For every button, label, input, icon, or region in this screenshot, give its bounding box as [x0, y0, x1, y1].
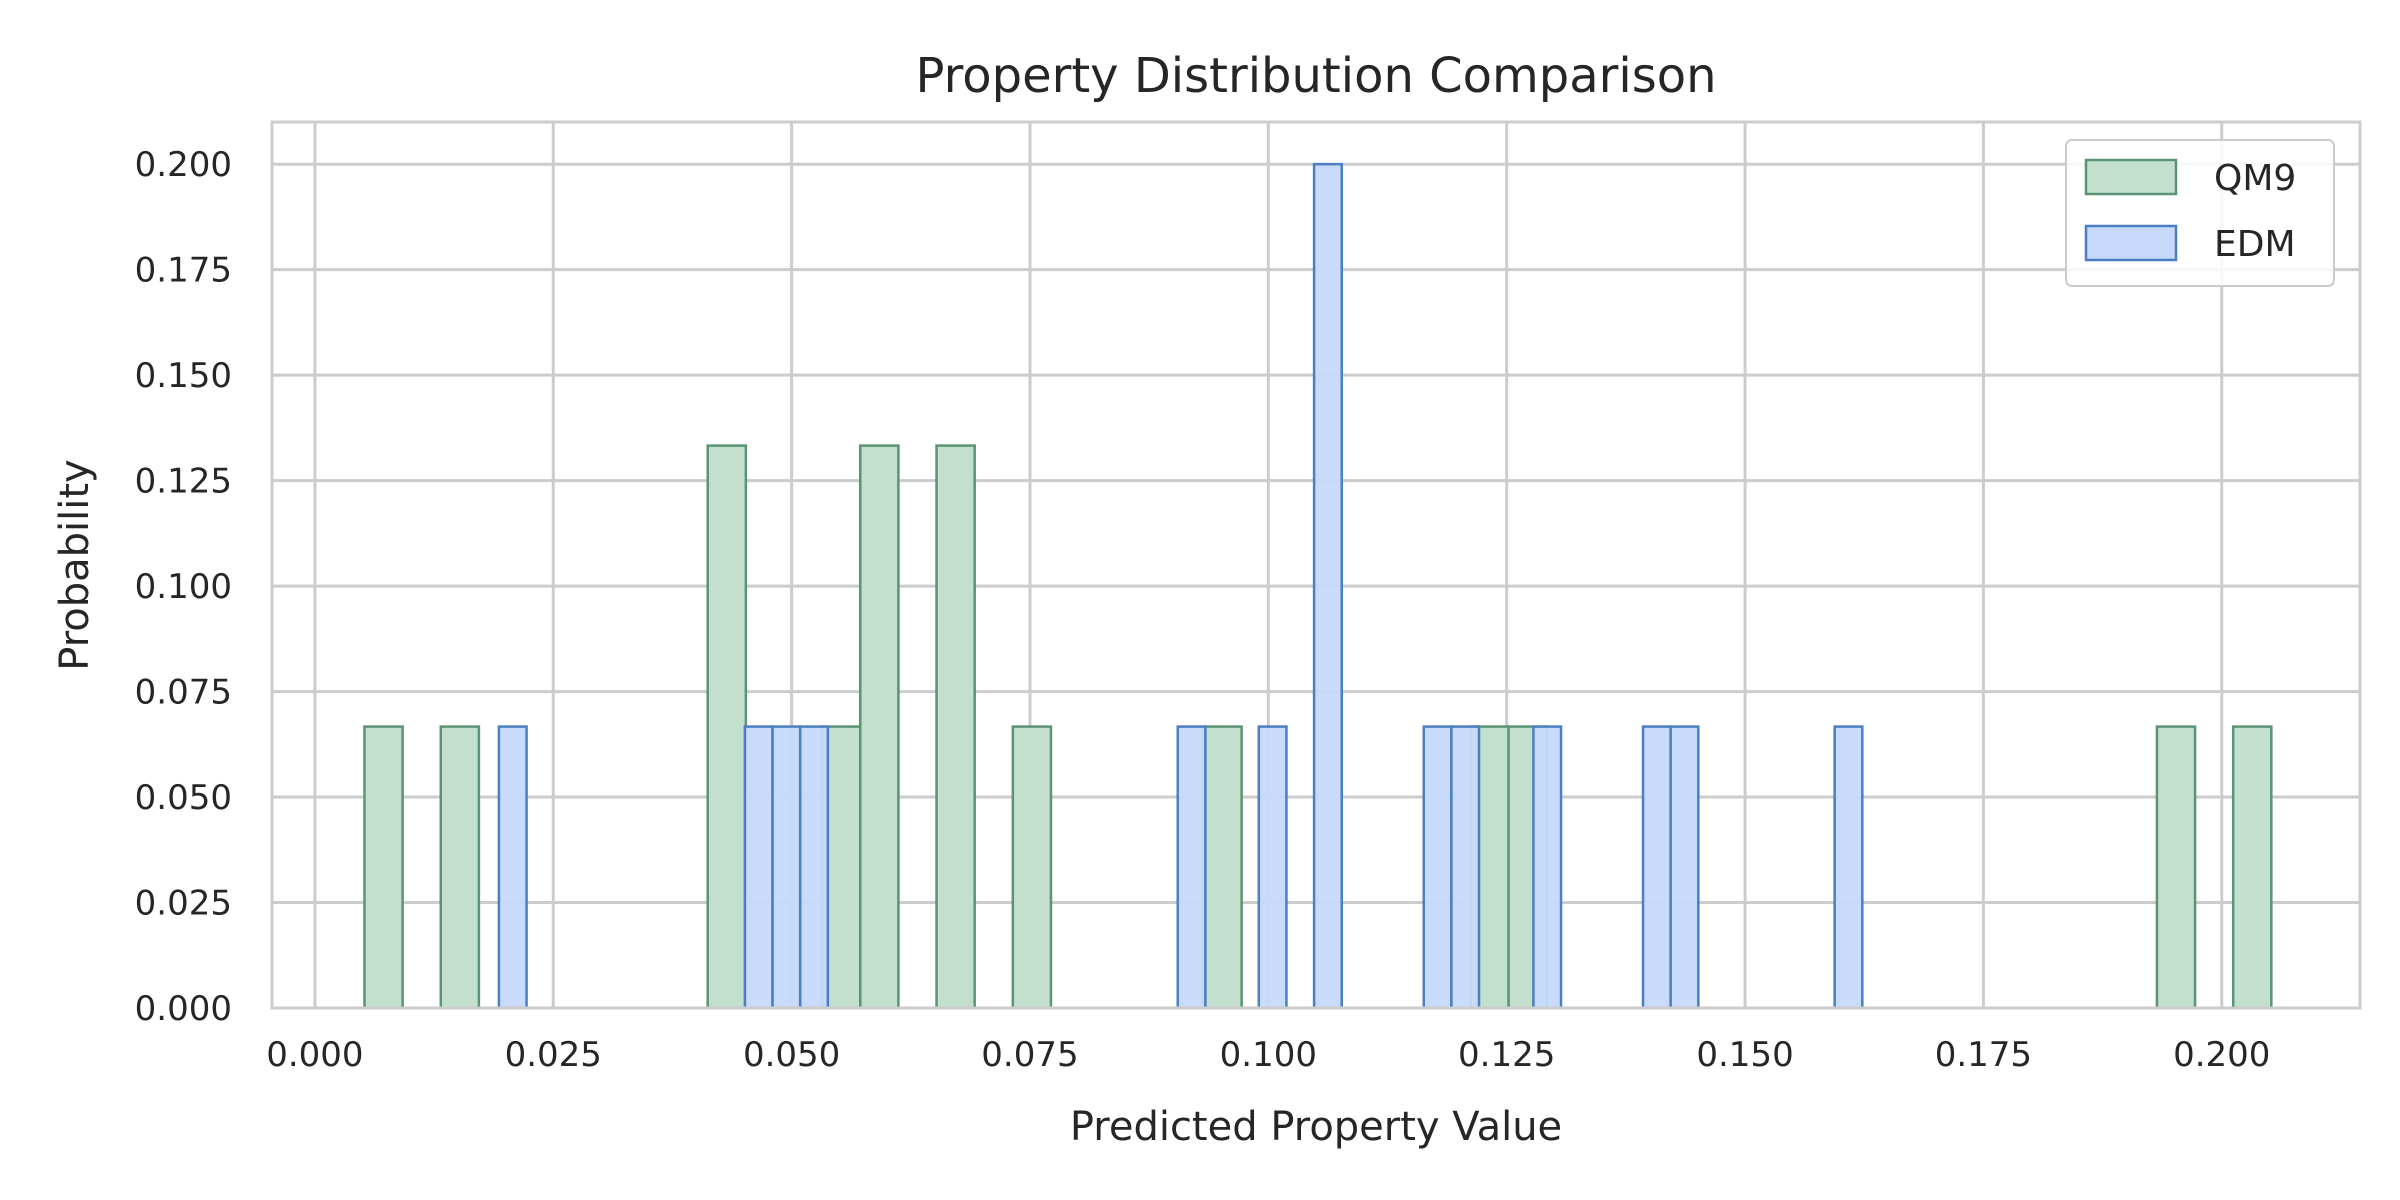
y-tick-label: 0.025 — [135, 884, 232, 924]
y-tick-label: 0.000 — [135, 989, 232, 1029]
x-tick-label: 0.150 — [1696, 1035, 1793, 1075]
histogram-bar-edm — [1257, 725, 1288, 1010]
histogram-bar-edm — [771, 725, 802, 1010]
histogram-bar-edm — [743, 725, 774, 1010]
histogram-bar-qm9 — [1202, 725, 1243, 1010]
histogram-bar-edm — [798, 725, 830, 1010]
histogram-bar-qm9 — [1011, 725, 1053, 1010]
histogram-bar-qm9 — [859, 444, 900, 1010]
x-tick-label: 0.075 — [981, 1035, 1078, 1075]
legend: QM9 EDM — [2065, 139, 2335, 287]
y-tick-label: 0.150 — [135, 356, 232, 396]
y-axis-label: Probability — [52, 459, 98, 670]
histogram-bar-edm — [1669, 725, 1700, 1010]
x-tick-label: 0.050 — [743, 1035, 840, 1075]
histogram-bar-edm — [1833, 725, 1864, 1010]
histogram-bar-edm — [1450, 725, 1481, 1010]
chart-title: Property Distribution Comparison — [915, 48, 1716, 104]
y-tick-label: 0.075 — [135, 673, 232, 713]
histogram-bar-edm — [497, 725, 528, 1010]
histogram-bar-edm — [1422, 725, 1453, 1010]
histogram-bar-qm9 — [2231, 725, 2273, 1010]
x-tick-label: 0.000 — [266, 1035, 363, 1075]
y-tick-label: 0.200 — [135, 145, 232, 185]
histogram-bar-qm9 — [363, 725, 404, 1010]
y-tick-label: 0.125 — [135, 462, 232, 502]
y-tick-labels: 0.000 0.025 0.050 0.075 0.100 0.125 0.150 0.175… — [135, 145, 232, 1029]
plot-frame — [270, 120, 2362, 1010]
histogram-bar-qm9 — [706, 444, 748, 1010]
histogram-bar-edm — [1641, 725, 1672, 1010]
x-tick-label: 0.200 — [2173, 1035, 2270, 1075]
x-tick-labels: 0.000 0.025 0.050 0.075 0.100 0.125 0.150 0.175… — [266, 1035, 2270, 1075]
x-tick-label: 0.175 — [1935, 1035, 2032, 1075]
x-tick-label: 0.100 — [1220, 1035, 1317, 1075]
y-tick-label: 0.100 — [135, 567, 232, 607]
x-tick-label: 0.125 — [1458, 1035, 1555, 1075]
histogram-bar-qm9 — [439, 725, 481, 1010]
legend-swatch-edm — [2084, 224, 2178, 262]
histogram-bar-edm — [1532, 725, 1563, 1010]
x-tick-label: 0.025 — [505, 1035, 602, 1075]
y-tick-label: 0.050 — [135, 778, 232, 818]
histogram-bar-edm — [1312, 162, 1343, 1010]
legend-label-edm: EDM — [2214, 224, 2296, 265]
x-axis-label: Predicted Property Value — [1070, 1104, 1562, 1150]
histogram-bar-edm — [1176, 725, 1207, 1010]
histogram-bar-qm9 — [2155, 725, 2197, 1010]
legend-label-qm9: QM9 — [2214, 158, 2296, 199]
legend-swatch-qm9 — [2084, 158, 2178, 196]
histogram-bar-qm9 — [935, 444, 976, 1010]
y-tick-label: 0.175 — [135, 251, 232, 291]
